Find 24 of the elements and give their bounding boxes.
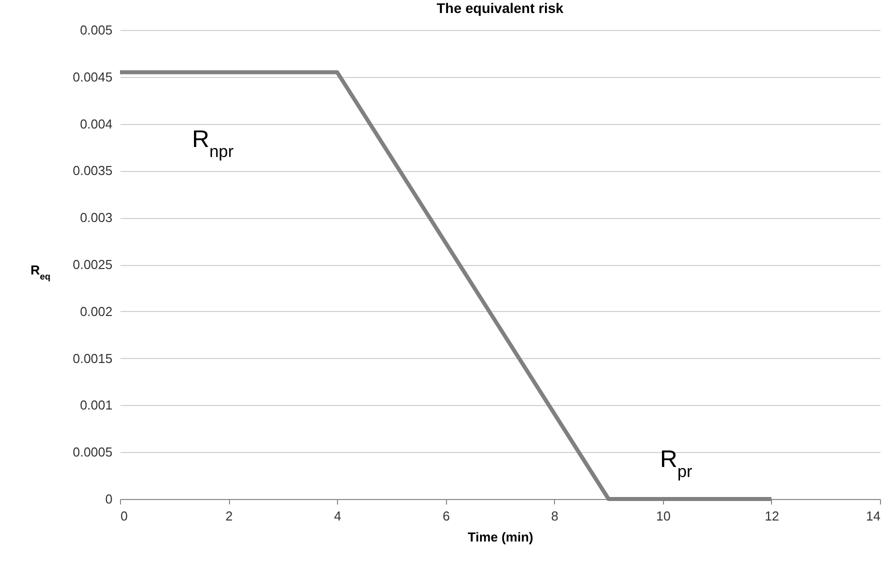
y-axis-title: R$_{eq}$: [30, 262, 50, 282]
x-tick-label: 2: [225, 508, 233, 524]
x-tick-label: 8: [551, 508, 558, 524]
y-tick-label: 0.004: [80, 116, 112, 132]
y-tick-label: 0.002: [80, 304, 112, 319]
y-tick-label: 0.003: [80, 210, 112, 226]
chart-title: The equivalent risk: [436, 0, 564, 16]
annotation: R$_{npr}$: [192, 126, 234, 160]
y-tick-label: 0.005: [80, 22, 112, 38]
x-axis-title: Time (min): [468, 530, 534, 544]
y-tick-label: 0.0015: [72, 350, 112, 366]
y-tick-label: 0.001: [80, 398, 112, 413]
y-tick-label: 0.0045: [72, 69, 112, 84]
annotation: R$_{pr}$: [660, 446, 693, 480]
x-tick-label: 10: [656, 508, 671, 524]
x-tick-label: 14: [866, 508, 880, 524]
y-tick-label: 0.0005: [72, 444, 112, 460]
x-tick-label: 4: [334, 508, 342, 524]
x-tick-label: 0: [120, 508, 128, 524]
x-tick-label: 6: [442, 508, 450, 524]
y-tick-label: 0.0025: [72, 257, 112, 272]
y-tick-label: 0.0035: [72, 163, 112, 178]
y-tick-label: 0: [105, 492, 112, 506]
x-tick-label: 12: [764, 508, 780, 524]
